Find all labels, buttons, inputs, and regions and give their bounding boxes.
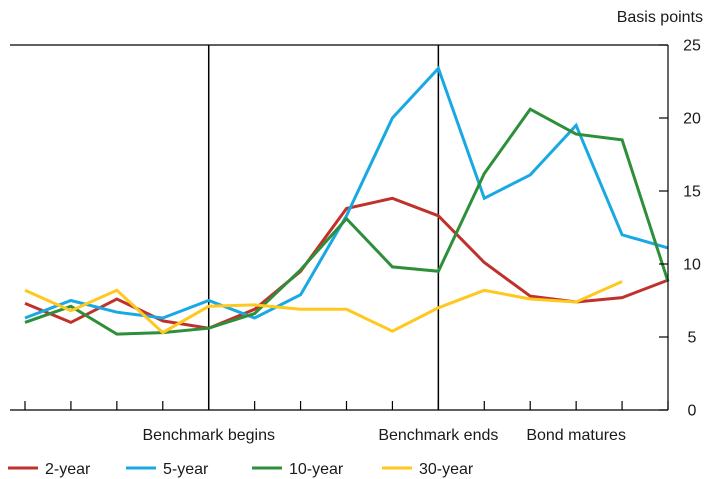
y-tick-label: 25 xyxy=(683,38,701,55)
x-category-label: Benchmark ends xyxy=(378,427,498,444)
legend-label: 2-year xyxy=(45,461,91,478)
legend-label: 10-year xyxy=(289,461,344,478)
y-tick-label: 10 xyxy=(683,257,701,274)
y-tick-label: 0 xyxy=(688,403,697,420)
series-line-30-year xyxy=(24,280,623,335)
legend-label: 30-year xyxy=(419,461,474,478)
x-category-label: Bond matures xyxy=(526,427,626,444)
y-tick-label: 5 xyxy=(688,330,697,347)
y-axis-label: Basis points xyxy=(617,9,703,26)
y-tick-label: 20 xyxy=(683,111,701,128)
series-line-5-year xyxy=(24,65,669,320)
legend-label: 5-year xyxy=(163,461,209,478)
x-category-label: Benchmark begins xyxy=(142,427,275,444)
y-tick-label: 15 xyxy=(683,184,701,201)
series-line-10-year xyxy=(24,107,670,336)
